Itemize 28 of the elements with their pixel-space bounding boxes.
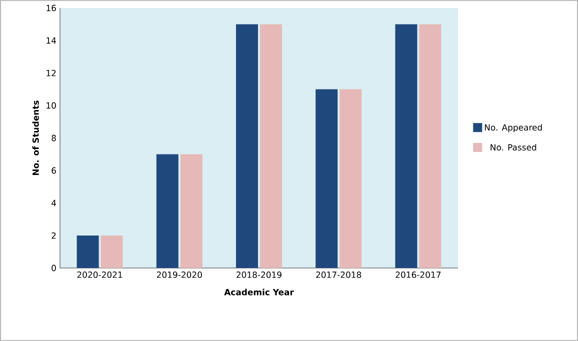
bar — [180, 154, 202, 268]
y-tick-label: 10 — [46, 102, 56, 109]
bar — [100, 236, 123, 268]
legend-label: No. Passed — [490, 144, 536, 151]
x-tick-label: 2017-2018 — [316, 272, 362, 278]
bar — [260, 24, 282, 268]
bar — [156, 154, 178, 268]
y-axis-title: No. of Students — [32, 100, 39, 176]
bar — [236, 24, 258, 268]
x-tick-label: 2019-2020 — [156, 272, 202, 278]
y-tick-label: 8 — [52, 134, 56, 142]
y-tick-label: 6 — [52, 167, 56, 174]
bar — [340, 89, 362, 268]
y-tick-label: 2 — [52, 232, 56, 239]
bar — [395, 24, 418, 268]
x-tick-label: 2016-2017 — [396, 272, 441, 278]
y-tick-label: 14 — [46, 37, 56, 44]
x-tick-label: 2018-2019 — [236, 272, 282, 278]
y-tick-label: 12 — [46, 70, 56, 76]
y-tick-label: 0 — [52, 264, 56, 272]
bar — [419, 24, 442, 268]
bar — [76, 236, 99, 268]
y-tick-label: 4 — [52, 200, 56, 206]
x-tick-label: 2020-2021 — [77, 272, 122, 278]
y-tick-label: 16 — [46, 4, 56, 12]
x-axis-title: Academic Year — [224, 288, 294, 296]
legend-label: No. Appeared — [484, 124, 542, 132]
bar — [316, 89, 338, 268]
